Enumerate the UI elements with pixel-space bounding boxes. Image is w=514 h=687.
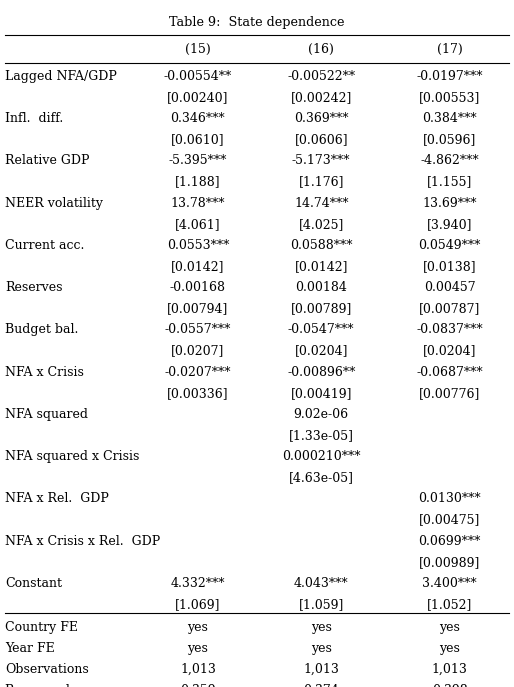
Text: 9.02e-06: 9.02e-06 — [293, 408, 349, 421]
Text: [0.0142]: [0.0142] — [295, 260, 348, 273]
Text: [0.0207]: [0.0207] — [171, 344, 225, 357]
Text: Table 9:  State dependence: Table 9: State dependence — [169, 16, 345, 30]
Text: yes: yes — [188, 642, 208, 655]
Text: [1.33e-05]: [1.33e-05] — [289, 429, 354, 442]
Text: [1.052]: [1.052] — [427, 598, 472, 611]
Text: 0.374: 0.374 — [303, 684, 339, 687]
Text: 0.0588***: 0.0588*** — [290, 239, 353, 252]
Text: [0.00789]: [0.00789] — [290, 302, 352, 315]
Text: NFA squared x Crisis: NFA squared x Crisis — [5, 450, 139, 463]
Text: yes: yes — [439, 642, 460, 655]
Text: [0.00989]: [0.00989] — [419, 556, 481, 569]
Text: 0.0553***: 0.0553*** — [167, 239, 229, 252]
Text: R squared: R squared — [5, 684, 70, 687]
Text: -4.862***: -4.862*** — [420, 155, 479, 168]
Text: -0.00554**: -0.00554** — [164, 70, 232, 83]
Text: [1.176]: [1.176] — [299, 175, 344, 188]
Text: NFA x Crisis x Rel.  GDP: NFA x Crisis x Rel. GDP — [5, 534, 160, 548]
Text: [0.00475]: [0.00475] — [419, 513, 481, 526]
Text: (17): (17) — [437, 43, 463, 56]
Text: 1,013: 1,013 — [303, 663, 339, 676]
Text: 3.400***: 3.400*** — [423, 577, 477, 590]
Text: 1,013: 1,013 — [180, 663, 216, 676]
Text: -0.0197***: -0.0197*** — [416, 70, 483, 83]
Text: Reserves: Reserves — [5, 281, 63, 294]
Text: Relative GDP: Relative GDP — [5, 155, 89, 168]
Text: (16): (16) — [308, 43, 334, 56]
Text: 0.000210***: 0.000210*** — [282, 450, 360, 463]
Text: -0.0837***: -0.0837*** — [416, 324, 483, 337]
Text: [0.00787]: [0.00787] — [419, 302, 481, 315]
Text: Country FE: Country FE — [5, 621, 78, 634]
Text: 0.0130***: 0.0130*** — [418, 493, 481, 506]
Text: [0.00240]: [0.00240] — [167, 91, 229, 104]
Text: [0.00553]: [0.00553] — [419, 91, 481, 104]
Text: 0.00184: 0.00184 — [296, 281, 347, 294]
Text: -0.00522**: -0.00522** — [287, 70, 355, 83]
Text: [4.061]: [4.061] — [175, 218, 221, 231]
Text: [0.00336]: [0.00336] — [167, 387, 229, 400]
Text: [0.00242]: [0.00242] — [290, 91, 352, 104]
Text: [0.00794]: [0.00794] — [167, 302, 229, 315]
Text: Lagged NFA/GDP: Lagged NFA/GDP — [5, 70, 117, 83]
Text: 0.346***: 0.346*** — [171, 112, 225, 125]
Text: Constant: Constant — [5, 577, 62, 590]
Text: [0.0204]: [0.0204] — [423, 344, 476, 357]
Text: NFA squared: NFA squared — [5, 408, 88, 421]
Text: [0.0142]: [0.0142] — [171, 260, 225, 273]
Text: Infl.  diff.: Infl. diff. — [5, 112, 63, 125]
Text: [1.059]: [1.059] — [299, 598, 344, 611]
Text: [4.025]: [4.025] — [299, 218, 344, 231]
Text: [1.069]: [1.069] — [175, 598, 221, 611]
Text: 4.043***: 4.043*** — [294, 577, 348, 590]
Text: Year FE: Year FE — [5, 642, 55, 655]
Text: NFA x Crisis: NFA x Crisis — [5, 365, 84, 379]
Text: [0.0596]: [0.0596] — [423, 133, 476, 146]
Text: 4.332***: 4.332*** — [171, 577, 225, 590]
Text: -0.0207***: -0.0207*** — [164, 365, 231, 379]
Text: yes: yes — [311, 621, 332, 634]
Text: -0.0547***: -0.0547*** — [288, 324, 355, 337]
Text: [0.00776]: [0.00776] — [419, 387, 481, 400]
Text: [0.0138]: [0.0138] — [423, 260, 476, 273]
Text: 0.398: 0.398 — [432, 684, 468, 687]
Text: 0.00457: 0.00457 — [424, 281, 475, 294]
Text: yes: yes — [188, 621, 208, 634]
Text: [1.188]: [1.188] — [175, 175, 221, 188]
Text: Observations: Observations — [5, 663, 89, 676]
Text: -5.173***: -5.173*** — [292, 155, 351, 168]
Text: [3.940]: [3.940] — [427, 218, 472, 231]
Text: -0.0557***: -0.0557*** — [164, 324, 231, 337]
Text: 14.74***: 14.74*** — [294, 196, 348, 210]
Text: 0.369***: 0.369*** — [294, 112, 348, 125]
Text: [0.00419]: [0.00419] — [290, 387, 352, 400]
Text: NEER volatility: NEER volatility — [5, 196, 103, 210]
Text: yes: yes — [311, 642, 332, 655]
Text: -0.00896**: -0.00896** — [287, 365, 356, 379]
Text: 0.384***: 0.384*** — [423, 112, 477, 125]
Text: 0.0549***: 0.0549*** — [418, 239, 481, 252]
Text: [4.63e-05]: [4.63e-05] — [289, 471, 354, 484]
Text: 0.0699***: 0.0699*** — [418, 534, 481, 548]
Text: [0.0204]: [0.0204] — [295, 344, 348, 357]
Text: (15): (15) — [185, 43, 211, 56]
Text: [1.155]: [1.155] — [427, 175, 472, 188]
Text: 13.78***: 13.78*** — [171, 196, 225, 210]
Text: 1,013: 1,013 — [432, 663, 468, 676]
Text: [0.0606]: [0.0606] — [295, 133, 348, 146]
Text: NFA x Rel.  GDP: NFA x Rel. GDP — [5, 493, 109, 506]
Text: yes: yes — [439, 621, 460, 634]
Text: 13.69***: 13.69*** — [423, 196, 477, 210]
Text: -0.0687***: -0.0687*** — [416, 365, 483, 379]
Text: -0.00168: -0.00168 — [170, 281, 226, 294]
Text: Budget bal.: Budget bal. — [5, 324, 79, 337]
Text: Current acc.: Current acc. — [5, 239, 84, 252]
Text: 0.359: 0.359 — [180, 684, 216, 687]
Text: -5.395***: -5.395*** — [169, 155, 227, 168]
Text: [0.0610]: [0.0610] — [171, 133, 225, 146]
